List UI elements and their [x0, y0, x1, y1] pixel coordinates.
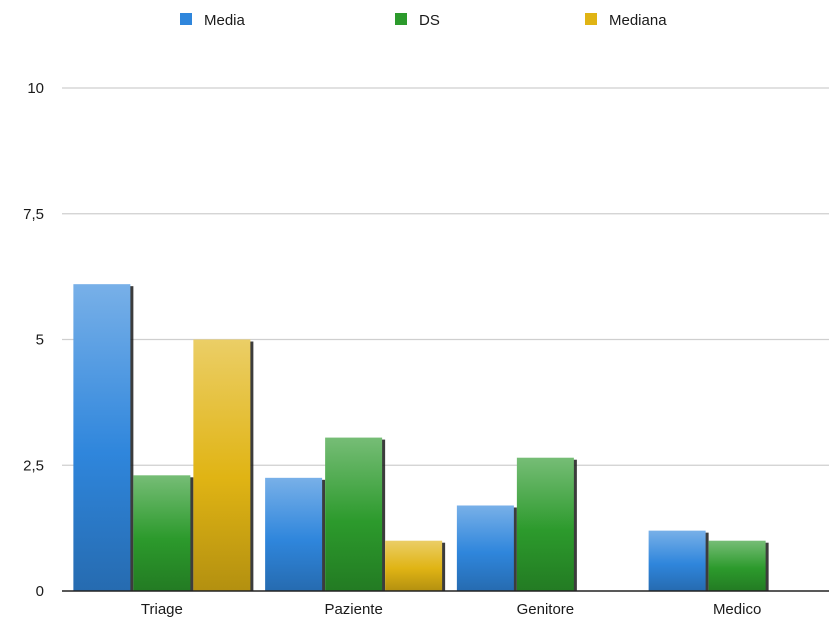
- bar-media-medico: [648, 530, 706, 591]
- legend-item-ds: DS: [395, 12, 440, 29]
- bars: [73, 284, 769, 591]
- y-tick-label: 10: [27, 80, 44, 97]
- legend-label: Media: [204, 12, 246, 29]
- y-tick-label: 7,5: [23, 206, 44, 223]
- legend-swatch: [180, 13, 192, 25]
- bar-ds-triage: [133, 475, 191, 591]
- x-tick-label: Genitore: [517, 601, 575, 618]
- bar-ds-paziente: [325, 437, 383, 591]
- x-tick-label: Paziente: [324, 601, 382, 618]
- bar-media-triage: [73, 284, 131, 591]
- legend-swatch: [585, 13, 597, 25]
- bar-media-genitore: [456, 505, 514, 591]
- bar-mediana-triage: [193, 339, 251, 591]
- bar-mediana-paziente: [385, 540, 443, 591]
- legend-item-mediana: Mediana: [585, 12, 667, 29]
- legend-item-media: Media: [180, 12, 246, 29]
- bar-ds-medico: [708, 540, 766, 591]
- axes: 0 2,5 5 7,5 10 Triage Paziente Genitore Medico: [23, 80, 829, 618]
- grid: [62, 87, 829, 466]
- legend-label: Mediana: [609, 12, 667, 29]
- y-tick-label: 5: [36, 332, 44, 349]
- legend-swatch: [395, 13, 407, 25]
- legend-label: DS: [419, 12, 440, 29]
- bar-ds-genitore: [516, 457, 574, 591]
- legend: Media DS Mediana: [180, 12, 667, 29]
- y-tick-label: 2,5: [23, 457, 44, 474]
- y-tick-label: 0: [36, 583, 44, 600]
- x-tick-label: Triage: [141, 601, 183, 618]
- bar-media-paziente: [265, 477, 323, 591]
- x-tick-label: Medico: [713, 601, 761, 618]
